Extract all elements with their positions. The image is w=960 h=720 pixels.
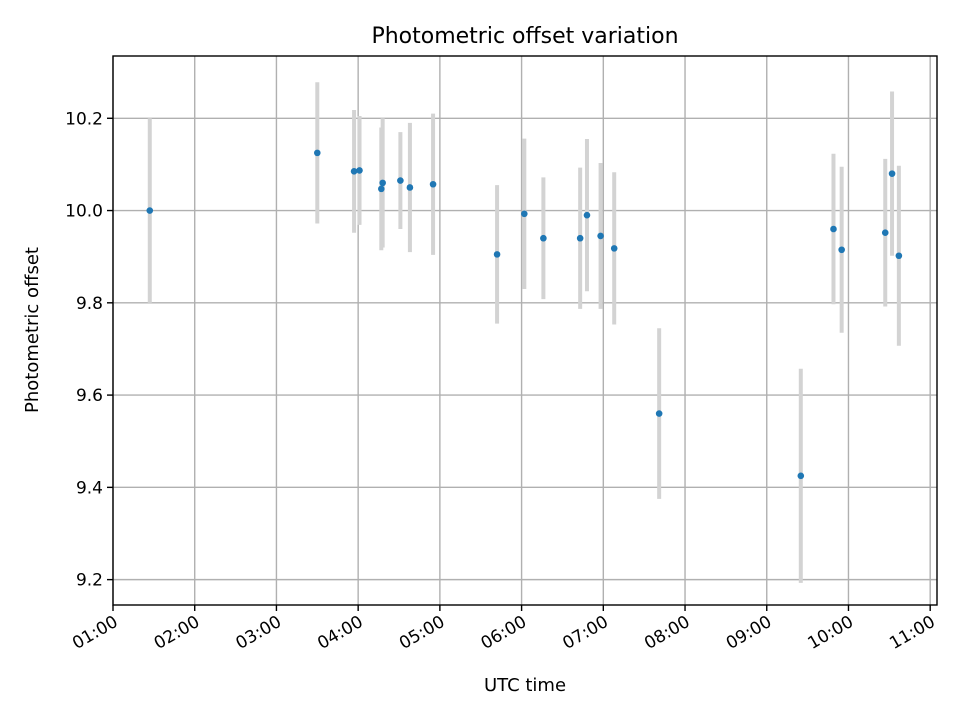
data-point [397,177,404,184]
x-axis-ticks: 01:00 02:00 03:00 04:00 05:00 06:00 07:00 08:00… [69,605,939,654]
data-point [655,410,663,417]
data-point [521,210,528,218]
x-tick-label: 02:00 [151,612,203,654]
data-point [881,229,889,236]
data-point [797,472,805,480]
data-point [583,211,591,219]
data-point [838,246,845,254]
data-point [429,180,437,188]
plot-frame [112,55,938,606]
y-axis-ticks: 9.2 9.4 9.6 9.8 10.0 10.2 [65,109,113,591]
y-tick-label: 9.2 [76,571,103,591]
y-tick-label: 9.4 [76,478,103,498]
data-point [350,168,358,175]
data-point [313,149,321,157]
data-point [406,184,414,191]
chart-title: Photometric offset variation [371,24,678,49]
x-tick-label: 04:00 [314,612,366,654]
x-tick-label: 01:00 [69,612,121,654]
x-tick-label: 05:00 [396,612,448,654]
x-axis-label: UTC time [484,675,566,696]
x-tick-label: 07:00 [559,612,611,654]
data-point [895,252,903,260]
data-point [610,245,618,252]
y-tick-label: 9.6 [76,386,103,406]
data-point [493,251,501,258]
error-bars [147,82,901,583]
grid-lines [112,56,937,605]
y-tick-label: 9.8 [76,294,103,314]
x-tick-label: 03:00 [233,612,285,654]
data-point [146,207,154,214]
x-tick-label: 09:00 [723,612,775,654]
data-point [830,225,837,233]
y-tick-label: 10.0 [65,202,103,222]
data-points [146,149,903,480]
data-point [379,179,386,187]
data-point [356,167,363,174]
x-tick-label: 06:00 [478,612,530,654]
x-tick-label: 10:00 [805,612,857,654]
data-point [888,170,896,177]
x-tick-label: 08:00 [641,612,693,654]
data-point [540,234,547,242]
data-point [597,232,604,240]
x-tick-label: 11:00 [886,612,938,654]
y-axis-label: Photometric offset [22,247,43,413]
y-tick-label: 10.2 [65,109,103,129]
data-point [576,234,584,242]
data-point [378,185,385,193]
